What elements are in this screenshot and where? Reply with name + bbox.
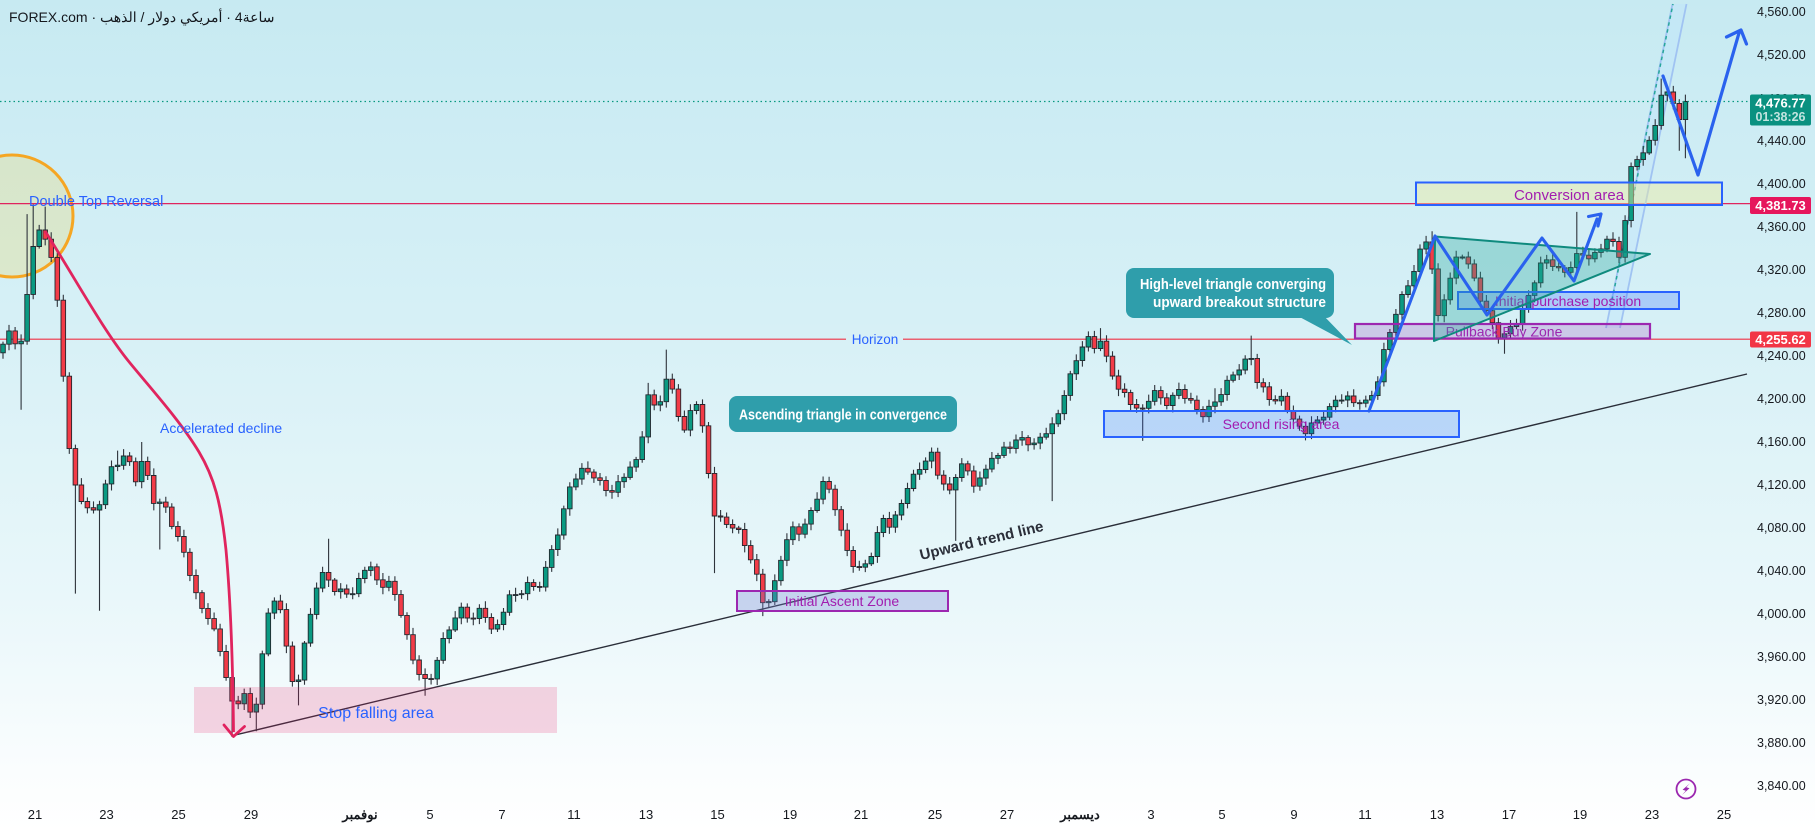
svg-text:25: 25 bbox=[1717, 807, 1731, 822]
svg-text:4,400.00: 4,400.00 bbox=[1757, 177, 1806, 191]
svg-text:19: 19 bbox=[783, 807, 797, 822]
svg-text:4,040.00: 4,040.00 bbox=[1757, 564, 1806, 578]
svg-text:Accelerated decline: Accelerated decline bbox=[160, 420, 282, 436]
svg-text:01:38:26: 01:38:26 bbox=[1755, 110, 1805, 124]
svg-text:11: 11 bbox=[567, 807, 581, 822]
svg-text:25: 25 bbox=[928, 807, 942, 822]
svg-text:4,240.00: 4,240.00 bbox=[1757, 349, 1806, 363]
svg-text:4,520.00: 4,520.00 bbox=[1757, 48, 1806, 62]
svg-text:4,360.00: 4,360.00 bbox=[1757, 220, 1806, 234]
svg-text:25: 25 bbox=[171, 807, 185, 822]
svg-text:4,200.00: 4,200.00 bbox=[1757, 392, 1806, 406]
svg-text:21: 21 bbox=[28, 807, 42, 822]
svg-text:3,880.00: 3,880.00 bbox=[1757, 736, 1806, 750]
svg-text:4,080.00: 4,080.00 bbox=[1757, 521, 1806, 535]
svg-text:5: 5 bbox=[1218, 807, 1225, 822]
svg-text:7: 7 bbox=[498, 807, 505, 822]
svg-text:Pullback Buy Zone: Pullback Buy Zone bbox=[1446, 324, 1563, 340]
svg-text:13: 13 bbox=[1430, 807, 1444, 822]
svg-text:4,280.00: 4,280.00 bbox=[1757, 306, 1806, 320]
svg-text:upward breakout structure: upward breakout structure bbox=[1153, 295, 1326, 311]
svg-text:Ascending triangle in converge: Ascending triangle in convergence bbox=[739, 407, 947, 424]
svg-text:21: 21 bbox=[854, 807, 868, 822]
svg-text:3,960.00: 3,960.00 bbox=[1757, 650, 1806, 664]
svg-text:17: 17 bbox=[1502, 807, 1516, 822]
svg-text:4,320.00: 4,320.00 bbox=[1757, 263, 1806, 277]
svg-text:29: 29 bbox=[244, 807, 258, 822]
svg-text:High-level triangle converging: High-level triangle converging bbox=[1140, 277, 1326, 293]
svg-text:15: 15 bbox=[710, 807, 724, 822]
svg-text:4,560.00: 4,560.00 bbox=[1757, 5, 1806, 19]
svg-text:4,120.00: 4,120.00 bbox=[1757, 478, 1806, 492]
svg-text:11: 11 bbox=[1358, 807, 1372, 822]
svg-text:3: 3 bbox=[1147, 807, 1154, 822]
svg-text:ديسمبر: ديسمبر bbox=[1059, 807, 1100, 823]
svg-text:Double Top Reversal: Double Top Reversal bbox=[29, 194, 163, 210]
svg-text:Initial purchase position: Initial purchase position bbox=[1495, 293, 1641, 309]
svg-text:4,160.00: 4,160.00 bbox=[1757, 435, 1806, 449]
svg-text:Stop falling area: Stop falling area bbox=[318, 705, 434, 722]
svg-text:Second rising area: Second rising area bbox=[1223, 416, 1340, 432]
svg-text:3,840.00: 3,840.00 bbox=[1757, 779, 1806, 793]
svg-text:Horizon: Horizon bbox=[852, 332, 899, 347]
svg-text:4,381.73: 4,381.73 bbox=[1755, 198, 1806, 213]
svg-text:4,255.62: 4,255.62 bbox=[1755, 332, 1806, 347]
svg-text:9: 9 bbox=[1290, 807, 1297, 822]
svg-text:4,476.77: 4,476.77 bbox=[1755, 96, 1806, 111]
svg-text:4,000.00: 4,000.00 bbox=[1757, 607, 1806, 621]
svg-text:19: 19 bbox=[1573, 807, 1587, 822]
svg-text:Conversion area: Conversion area bbox=[1514, 187, 1625, 204]
svg-text:3,920.00: 3,920.00 bbox=[1757, 693, 1806, 707]
svg-text:Initial Ascent Zone: Initial Ascent Zone bbox=[785, 593, 900, 609]
svg-text:23: 23 bbox=[99, 807, 113, 822]
svg-text:نوفمبر: نوفمبر bbox=[341, 807, 377, 823]
svg-text:FOREX.com · الذهب‎ / دولار‎ أم: FOREX.com · الذهب‎ / دولار‎ أمريكي‎ · 4س… bbox=[9, 7, 274, 26]
svg-text:23: 23 bbox=[1645, 807, 1659, 822]
svg-text:13: 13 bbox=[639, 807, 653, 822]
svg-text:27: 27 bbox=[1000, 807, 1014, 822]
svg-text:4,440.00: 4,440.00 bbox=[1757, 134, 1806, 148]
svg-text:5: 5 bbox=[426, 807, 433, 822]
